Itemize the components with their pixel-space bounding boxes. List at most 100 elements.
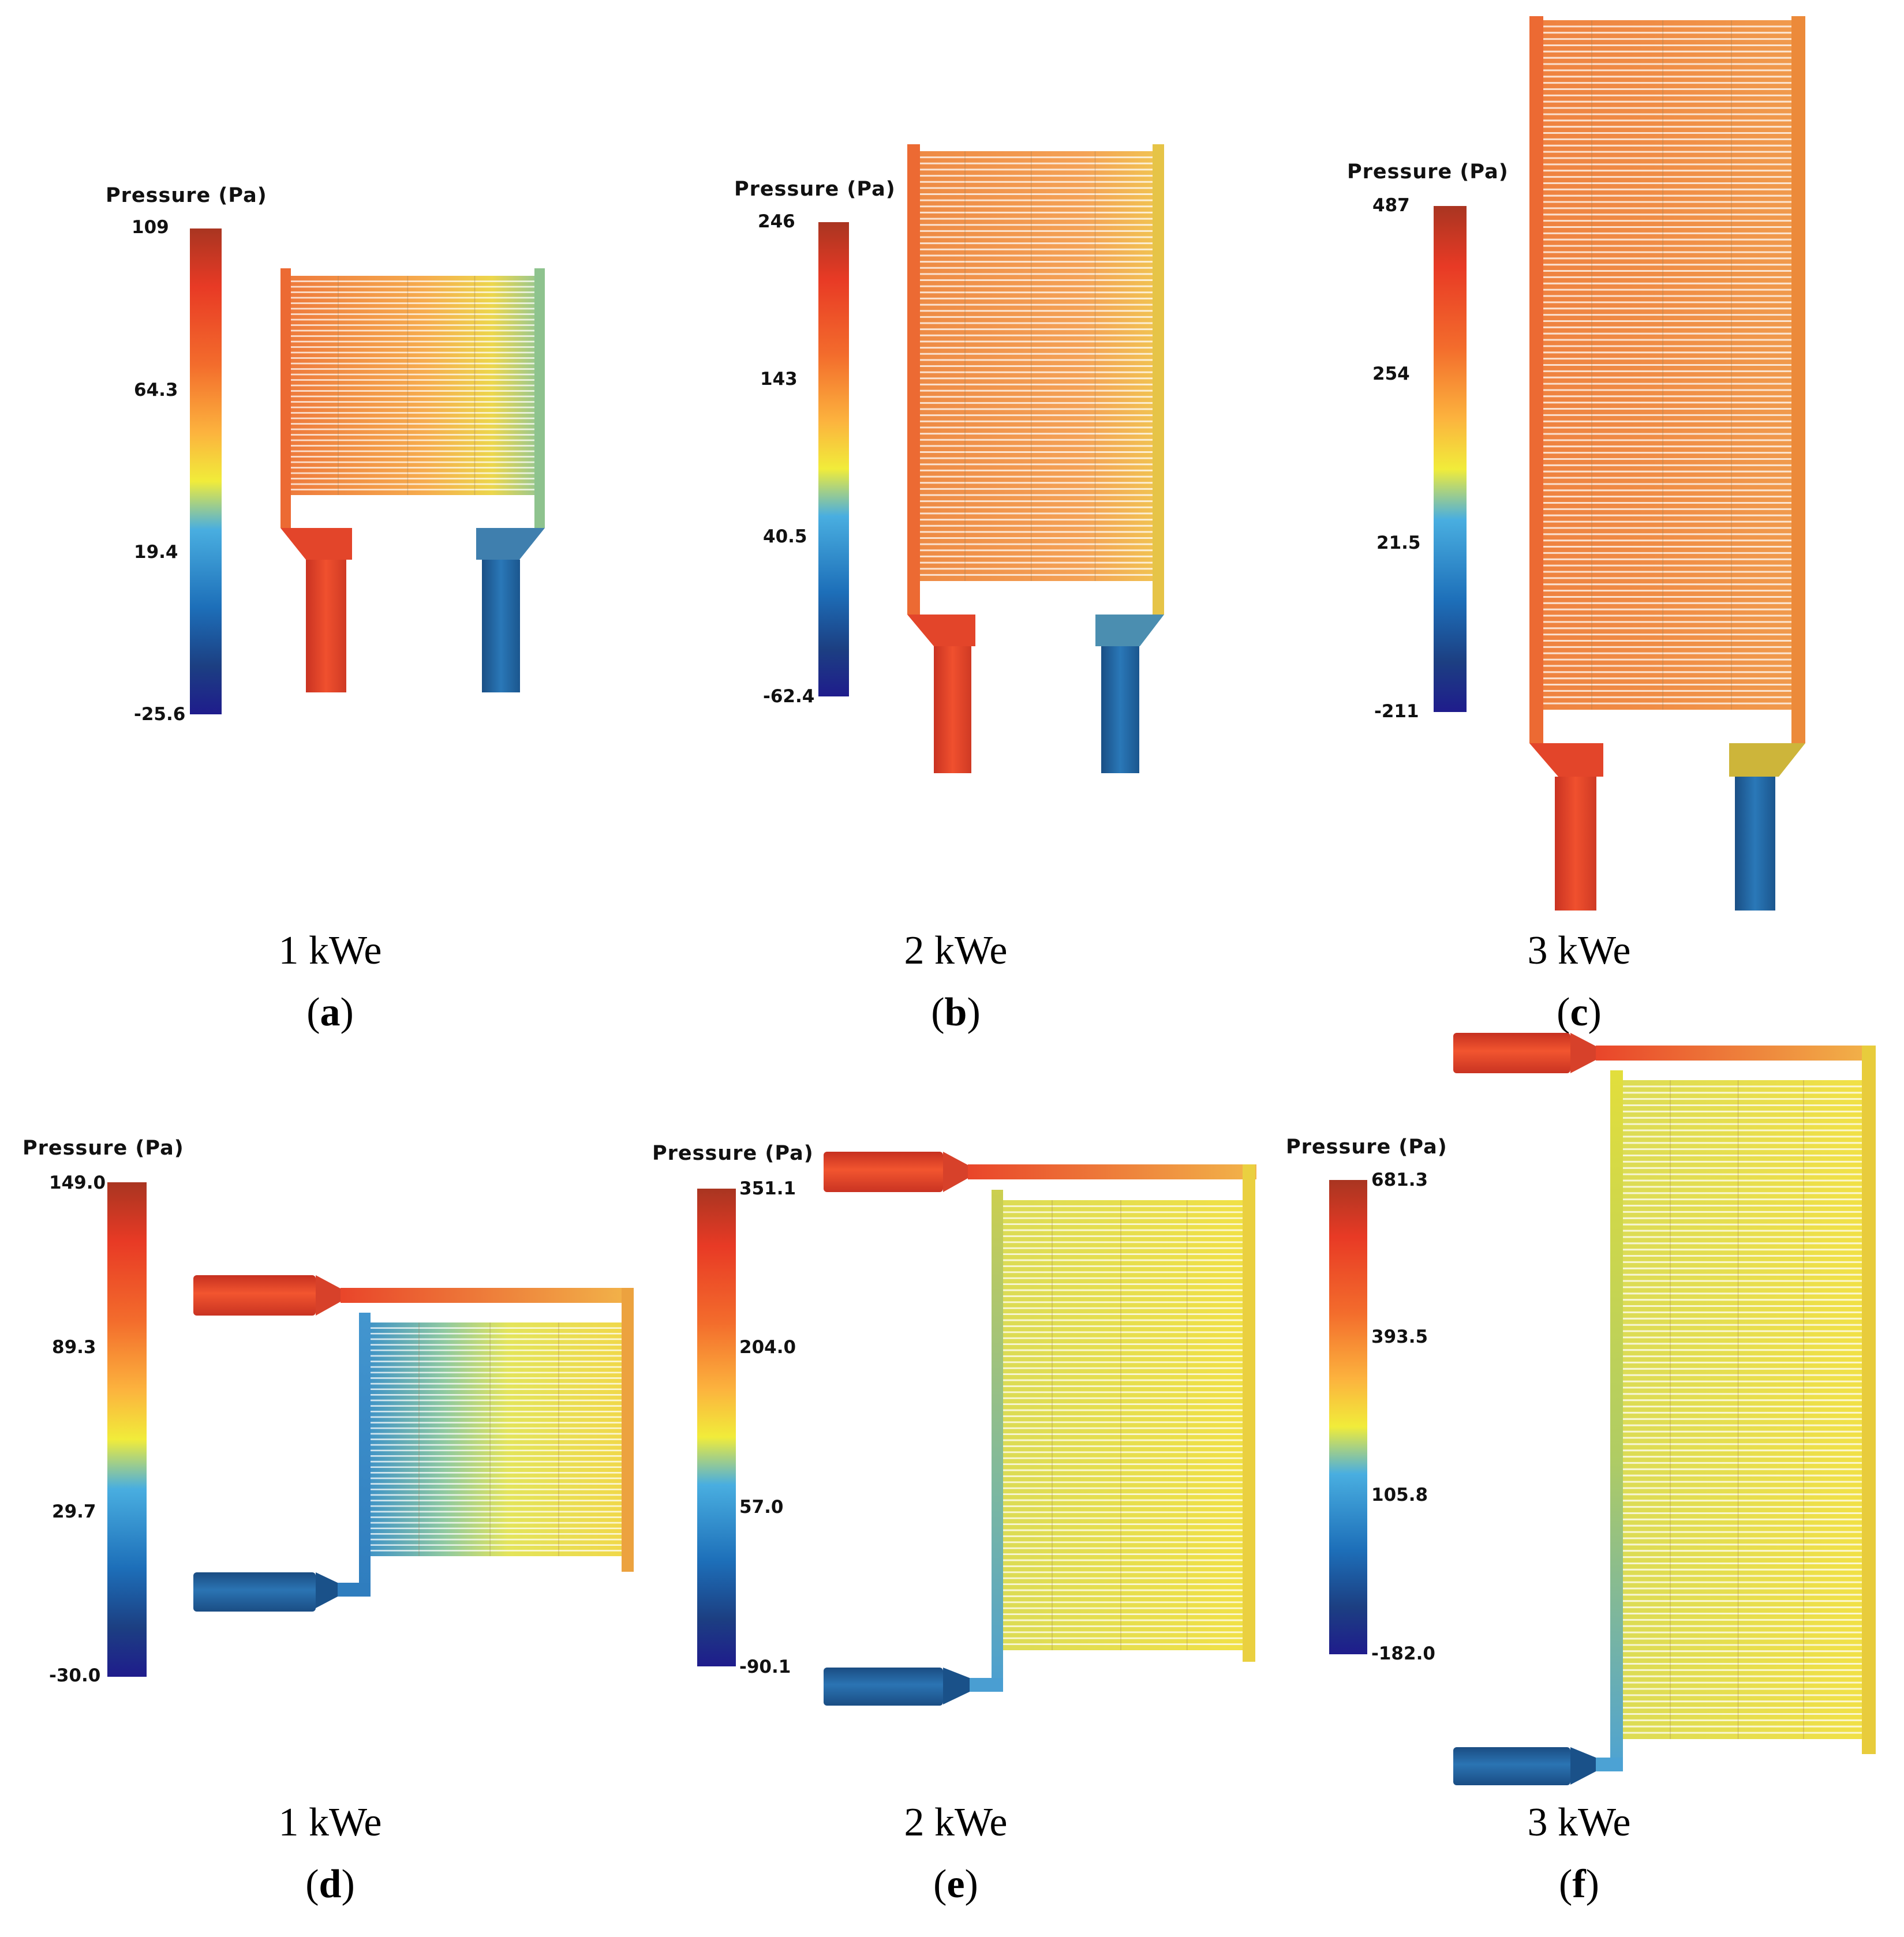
colorbar-tick-upper: 393.5 [1371,1327,1428,1347]
flow-field-d [193,1275,634,1612]
flow-field-c [1529,16,1805,911]
colorbar-scale [818,222,849,696]
colorbar-tick-min: -90.1 [739,1657,791,1677]
colorbar-tick-lower: 19.4 [134,542,178,563]
channel-bank [1003,1200,1248,1650]
flow-field-b [907,144,1164,773]
colorbar-scale [190,228,222,714]
return-manifold [1610,1070,1623,1771]
panel-caption: 1 kWe [278,928,381,973]
panel-a: Pressure (Pa) 109 64.3 19.4 -25.6 1 kWe … [106,184,545,1035]
colorbar-title: Pressure (Pa) [734,178,896,201]
inlet-manifold [907,144,920,615]
panel-label: (f) [1559,1862,1599,1906]
colorbar-tick-min: -62.4 [763,686,814,707]
return-manifold [992,1190,1003,1692]
outlet-manifold [534,268,545,528]
panel-e: Pressure (Pa) 351.1 204.0 57.0 -90.1 2 k… [652,1142,1256,1906]
panel-caption: 3 kWe [1527,928,1630,973]
inlet-pipe [193,1275,316,1316]
inlet-pipe [306,560,346,692]
outlet-manifold [1153,144,1164,615]
colorbar-title: Pressure (Pa) [1286,1136,1447,1159]
colorbar-title: Pressure (Pa) [652,1142,814,1165]
channel-lines [1541,20,1795,710]
colorbar-tick-upper: 204.0 [739,1337,796,1358]
colorbar-tick-lower: 57.0 [739,1497,784,1518]
flow-field-a [280,268,545,692]
panel-c: Pressure (Pa) 487 254 21.5 -211 3 kWe (c… [1347,16,1805,1035]
outlet-connector [970,1678,1003,1692]
panel-caption: 1 kWe [278,1800,381,1845]
outlet-pipe [1735,777,1775,911]
colorbar-scale [1434,206,1467,712]
colorbar-d: Pressure (Pa) 149.0 89.3 29.7 -30.0 [23,1137,184,1686]
inlet-diffuser [907,615,975,646]
colorbar-tick-max: 487 [1372,195,1410,216]
panel-f: Pressure (Pa) 681.3 393.5 105.8 -182.0 3… [1286,1033,1876,1906]
colorbar-tick-lower: 29.7 [52,1501,96,1522]
colorbar-a: Pressure (Pa) 109 64.3 19.4 -25.6 [106,184,267,725]
panel-b: Pressure (Pa) 246 143 40.5 -62.4 2 kWe (… [734,144,1164,1035]
colorbar-tick-upper: 143 [760,369,798,389]
colorbar-title: Pressure (Pa) [1347,160,1509,183]
outlet-reducer [1570,1747,1596,1785]
panel-label: (e) [933,1862,978,1906]
panel-label: (d) [305,1862,355,1906]
far-manifold [622,1288,634,1572]
colorbar-tick-min: -211 [1374,701,1419,722]
outlet-diffuser [1729,743,1805,777]
inlet-pipe [824,1152,943,1192]
colorbar-title: Pressure (Pa) [23,1137,184,1160]
outlet-reducer [943,1668,970,1704]
inlet-header [1596,1046,1876,1061]
panel-label: (b) [931,990,981,1035]
colorbar-tick-upper: 89.3 [52,1337,96,1358]
return-manifold [359,1313,371,1597]
colorbar-tick-lower: 40.5 [763,526,807,547]
panel-label: (c) [1557,990,1602,1035]
colorbar-tick-min: -30.0 [49,1665,100,1686]
colorbar-b: Pressure (Pa) 246 143 40.5 -62.4 [734,178,896,707]
colorbar-scale [107,1182,147,1677]
channel-lines [1622,1080,1864,1739]
inlet-header [968,1164,1256,1179]
inlet-pipe [934,646,971,773]
inlet-pipe [1555,777,1596,911]
colorbar-tick-upper: 64.3 [134,380,178,400]
colorbar-e: Pressure (Pa) 351.1 204.0 57.0 -90.1 [652,1142,814,1677]
panel-d: Pressure (Pa) 149.0 89.3 29.7 -30.0 1 kW… [23,1137,634,1906]
outlet-connector [1596,1758,1623,1771]
far-manifold [1243,1164,1255,1662]
colorbar-tick-max: 681.3 [1371,1170,1428,1190]
channel-lines [368,1322,622,1556]
outlet-pipe [482,560,520,692]
inlet-reducer [316,1275,341,1316]
channel-lines [289,276,537,495]
colorbar-f: Pressure (Pa) 681.3 393.5 105.8 -182.0 [1286,1136,1447,1664]
panel-label: (a) [306,990,354,1035]
colorbar-tick-lower: 21.5 [1376,533,1421,553]
colorbar-tick-max: 109 [132,217,169,238]
panel-caption: 2 kWe [904,1800,1007,1845]
colorbar-tick-max: 351.1 [739,1178,796,1199]
inlet-reducer [943,1152,968,1192]
outlet-pipe [193,1572,316,1612]
panel-caption: 2 kWe [904,928,1007,973]
inlet-diffuser [1529,743,1603,777]
colorbar-c: Pressure (Pa) 487 254 21.5 -211 [1347,160,1509,722]
outlet-pipe [824,1668,943,1706]
colorbar-scale [1329,1180,1367,1654]
flow-field-e [824,1152,1256,1706]
outlet-pipe [1453,1747,1570,1785]
inlet-diffuser [280,528,352,560]
outlet-diffuser [476,528,545,560]
colorbar-scale [697,1189,736,1666]
inlet-manifold [1529,16,1543,743]
inlet-header [341,1288,634,1303]
colorbar-tick-max: 149.0 [49,1172,106,1193]
inlet-pipe [1453,1033,1570,1073]
outlet-connector [338,1583,371,1597]
colorbar-tick-upper: 254 [1372,364,1410,384]
